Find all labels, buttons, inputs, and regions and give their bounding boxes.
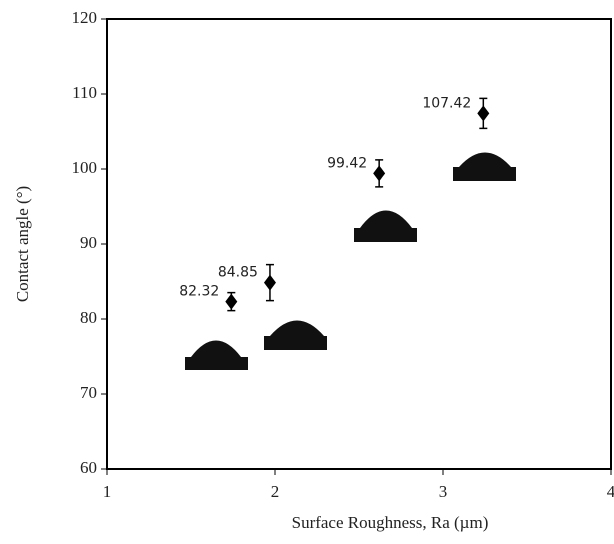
x-axis-title: Surface Roughness, Ra (µm) [292,513,489,532]
data-label: 107.42 [422,95,471,111]
x-tick-label: 3 [439,482,448,501]
x-tick-label: 2 [271,482,280,501]
y-tick-label: 110 [72,83,97,102]
y-axis-title: Contact angle (°) [13,186,32,302]
point [477,105,490,122]
point [373,165,386,182]
droplets [185,152,516,370]
y-tick-label: 120 [72,8,98,27]
data-label: 82.32 [179,284,219,300]
x-tick-label: 4 [607,482,614,501]
data-label: 99.42 [327,155,367,171]
x-tick-label: 1 [103,482,112,501]
data-label: 84.85 [218,265,258,281]
y-tick-label: 100 [72,158,98,177]
y-tick-label: 60 [80,458,97,477]
y-tick-label: 90 [80,233,97,252]
point [225,293,238,310]
point [263,274,276,291]
y-tick-label: 70 [80,383,97,402]
y-tick-label: 80 [80,308,97,327]
plot-frame [106,18,612,470]
